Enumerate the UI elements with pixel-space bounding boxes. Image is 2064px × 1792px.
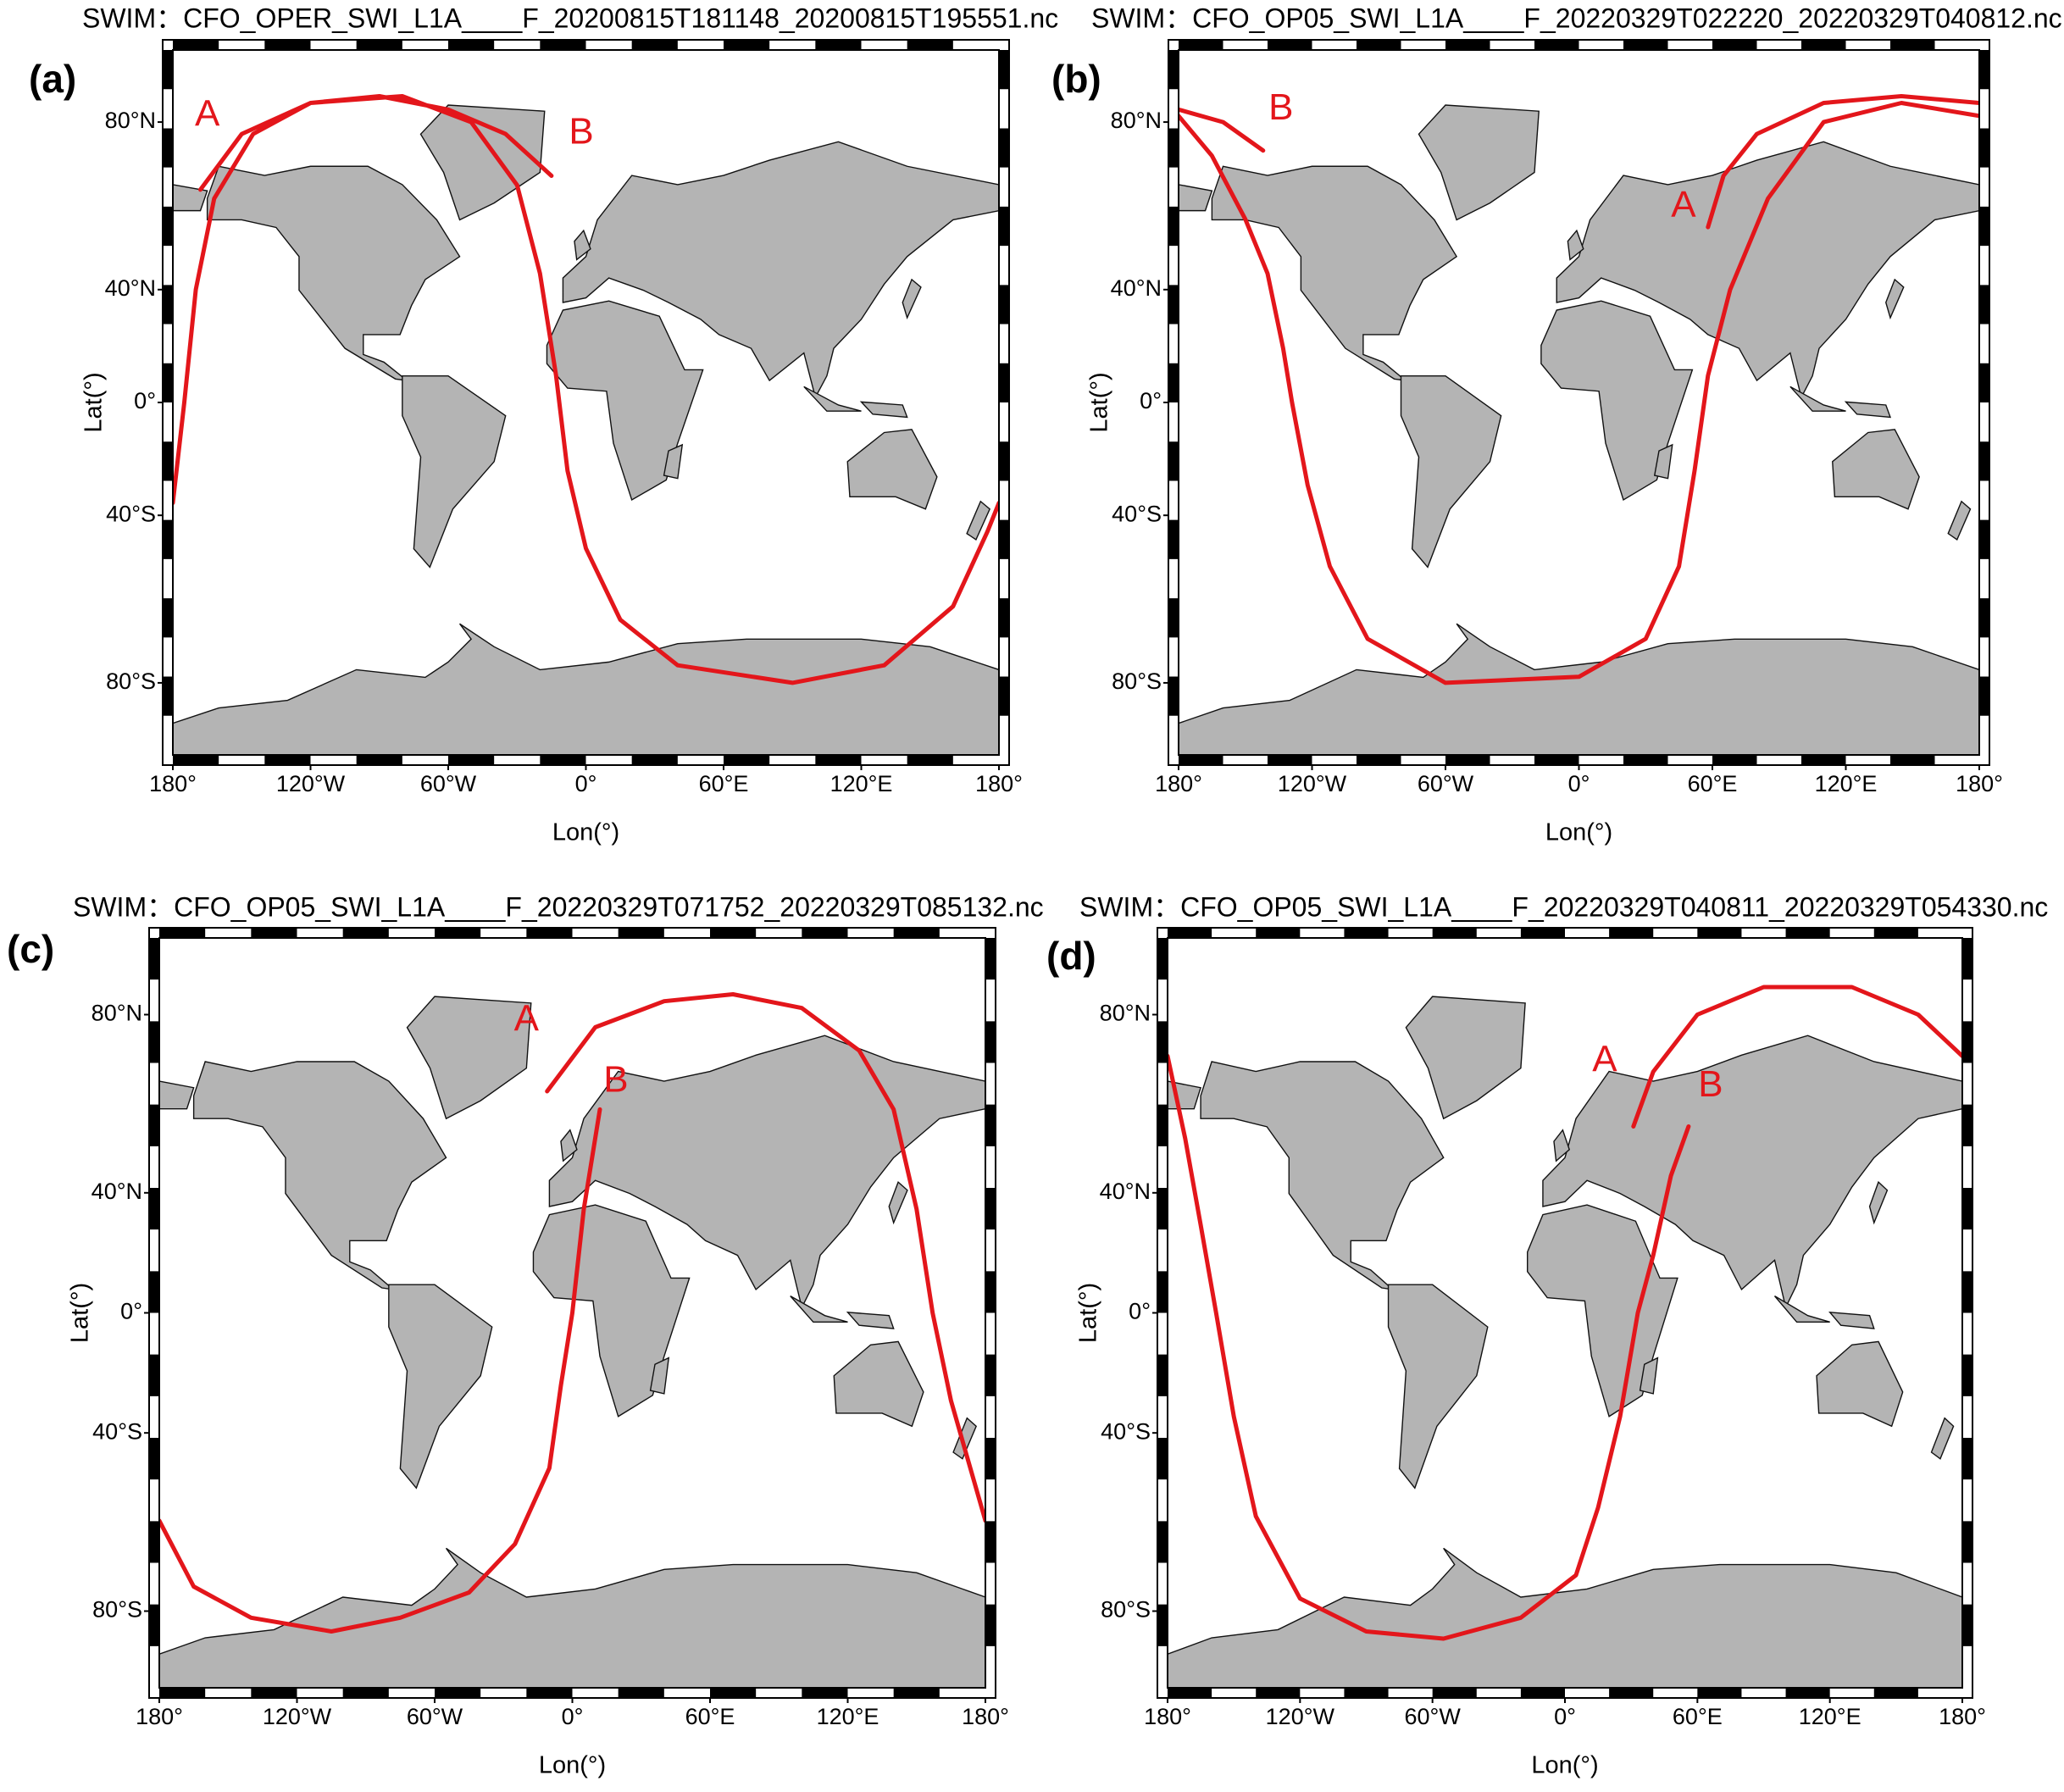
panel-title: SWIM：CFO_OPER_SWI_L1A____F_20200815T1811… (82, 3, 1058, 33)
panel-title: SWIM：CFO_OP05_SWI_L1A____F_20220329T0222… (1091, 3, 2062, 33)
y-tick-label: 40°N (1100, 1179, 1151, 1204)
y-tick-label: 80°N (1111, 108, 1162, 133)
x-tick-label: 0° (575, 771, 597, 796)
satellite-track (159, 992, 985, 1634)
panel-label: (b) (1051, 57, 1101, 101)
track-label: B (569, 111, 593, 153)
y-tick-label: 40°S (106, 501, 156, 526)
y-axis-label: Lat(°) (1075, 1283, 1102, 1343)
map-panel: A B 180° 120°W 60°W 0° 60°E 120°E 180° 80°N 40°N 0°… (7, 891, 1044, 1778)
track-label: B (1698, 1063, 1723, 1105)
x-tick-label: 180° (1155, 771, 1202, 796)
y-tick-label: 40°N (105, 275, 156, 301)
x-tick-label: 120°E (1799, 1704, 1861, 1729)
y-tick-label: 0° (1140, 388, 1162, 413)
x-tick-label: 60°E (685, 1704, 735, 1729)
map-content (1179, 94, 1979, 755)
y-axis-label: Lat(°) (1086, 372, 1113, 432)
x-tick-label: 60°W (407, 1704, 463, 1729)
track-label: A (1671, 184, 1696, 225)
panel-title: SWIM：CFO_OP05_SWI_L1A____F_20220329T0717… (73, 891, 1044, 922)
y-tick-label: 80°S (1112, 669, 1162, 694)
y-axis-label: Lat(°) (67, 1283, 94, 1343)
satellite-track (1168, 985, 1962, 1641)
frame-inner (1167, 937, 1963, 1689)
x-tick-label: 60°W (1418, 771, 1474, 796)
track-label: A (195, 92, 220, 134)
panel-label: (d) (1046, 934, 1096, 978)
x-tick-label: 60°E (699, 771, 749, 796)
x-tick-label: 0° (1568, 771, 1590, 796)
y-tick-label: 40°S (92, 1418, 142, 1444)
y-tick-label: 80°N (1100, 1001, 1151, 1026)
x-tick-label: 60°E (1688, 771, 1738, 796)
frame-inner (172, 49, 1000, 756)
y-tick-label: 80°S (106, 669, 156, 694)
y-tick-label: 40°N (92, 1179, 142, 1204)
x-tick-label: 180° (1939, 1704, 1986, 1729)
y-tick-label: 80°S (92, 1597, 142, 1623)
x-tick-label: 120°E (817, 1704, 879, 1729)
x-tick-label: 180° (1144, 1704, 1191, 1729)
x-tick-label: 60°W (1405, 1704, 1462, 1729)
y-tick-label: 40°S (1112, 501, 1162, 526)
map-content (1168, 985, 1962, 1688)
x-tick-label: 120°E (1815, 771, 1878, 796)
map-panel: A B 180° 120°W 60°W 0° 60°E 120°E 180° 80°N 40°N 0°… (29, 3, 1058, 846)
map-panel: A B 180° 120°W 60°W 0° 60°E 120°E 180° 80°N 40°N 0°… (1046, 891, 2048, 1778)
y-tick-label: 0° (1129, 1299, 1151, 1324)
panel-label: (c) (7, 927, 54, 971)
track-label: B (1268, 86, 1293, 128)
x-tick-label: 180° (1956, 771, 2003, 796)
track-label: A (514, 998, 540, 1040)
track-label: A (1592, 1038, 1617, 1079)
x-axis-label: Lon(°) (1545, 819, 1612, 846)
y-axis-label: Lat(°) (80, 372, 108, 432)
map-content (159, 992, 985, 1688)
x-tick-label: 180° (962, 1704, 1009, 1729)
y-tick-label: 40°N (1111, 275, 1162, 301)
x-axis-label: Lon(°) (539, 1752, 606, 1779)
x-tick-label: 0° (562, 1704, 584, 1729)
map-content (173, 94, 999, 755)
track-label: B (603, 1058, 628, 1100)
y-tick-label: 40°S (1101, 1418, 1151, 1444)
map-panel: A B 180° 120°W 60°W 0° 60°E 120°E 180° 80°N 40°N 0°… (1051, 3, 2062, 846)
panel-title: SWIM：CFO_OP05_SWI_L1A____F_20220329T0408… (1079, 891, 2048, 922)
satellite-track (1179, 94, 1979, 685)
frame-inner (158, 937, 986, 1689)
x-tick-label: 0° (1554, 1704, 1576, 1729)
x-tick-label: 120°W (1278, 771, 1347, 796)
frame-inner (1178, 49, 1980, 756)
x-tick-label: 180° (975, 771, 1023, 796)
x-tick-label: 180° (149, 771, 197, 796)
y-tick-label: 80°N (92, 1001, 142, 1026)
y-tick-label: 80°S (1101, 1597, 1151, 1623)
x-tick-label: 120°W (263, 1704, 332, 1729)
satellite-track (173, 94, 999, 685)
y-tick-label: 0° (120, 1299, 142, 1324)
x-tick-label: 120°W (276, 771, 346, 796)
x-tick-label: 120°W (1266, 1704, 1335, 1729)
x-tick-label: 60°E (1673, 1704, 1723, 1729)
x-tick-label: 180° (136, 1704, 183, 1729)
x-axis-label: Lon(°) (552, 819, 619, 846)
y-tick-label: 80°N (105, 108, 156, 133)
x-tick-label: 120°E (830, 771, 893, 796)
x-tick-label: 60°W (420, 771, 477, 796)
panel-label: (a) (29, 57, 76, 101)
y-tick-label: 0° (134, 388, 156, 413)
x-axis-label: Lon(°) (1531, 1752, 1598, 1779)
